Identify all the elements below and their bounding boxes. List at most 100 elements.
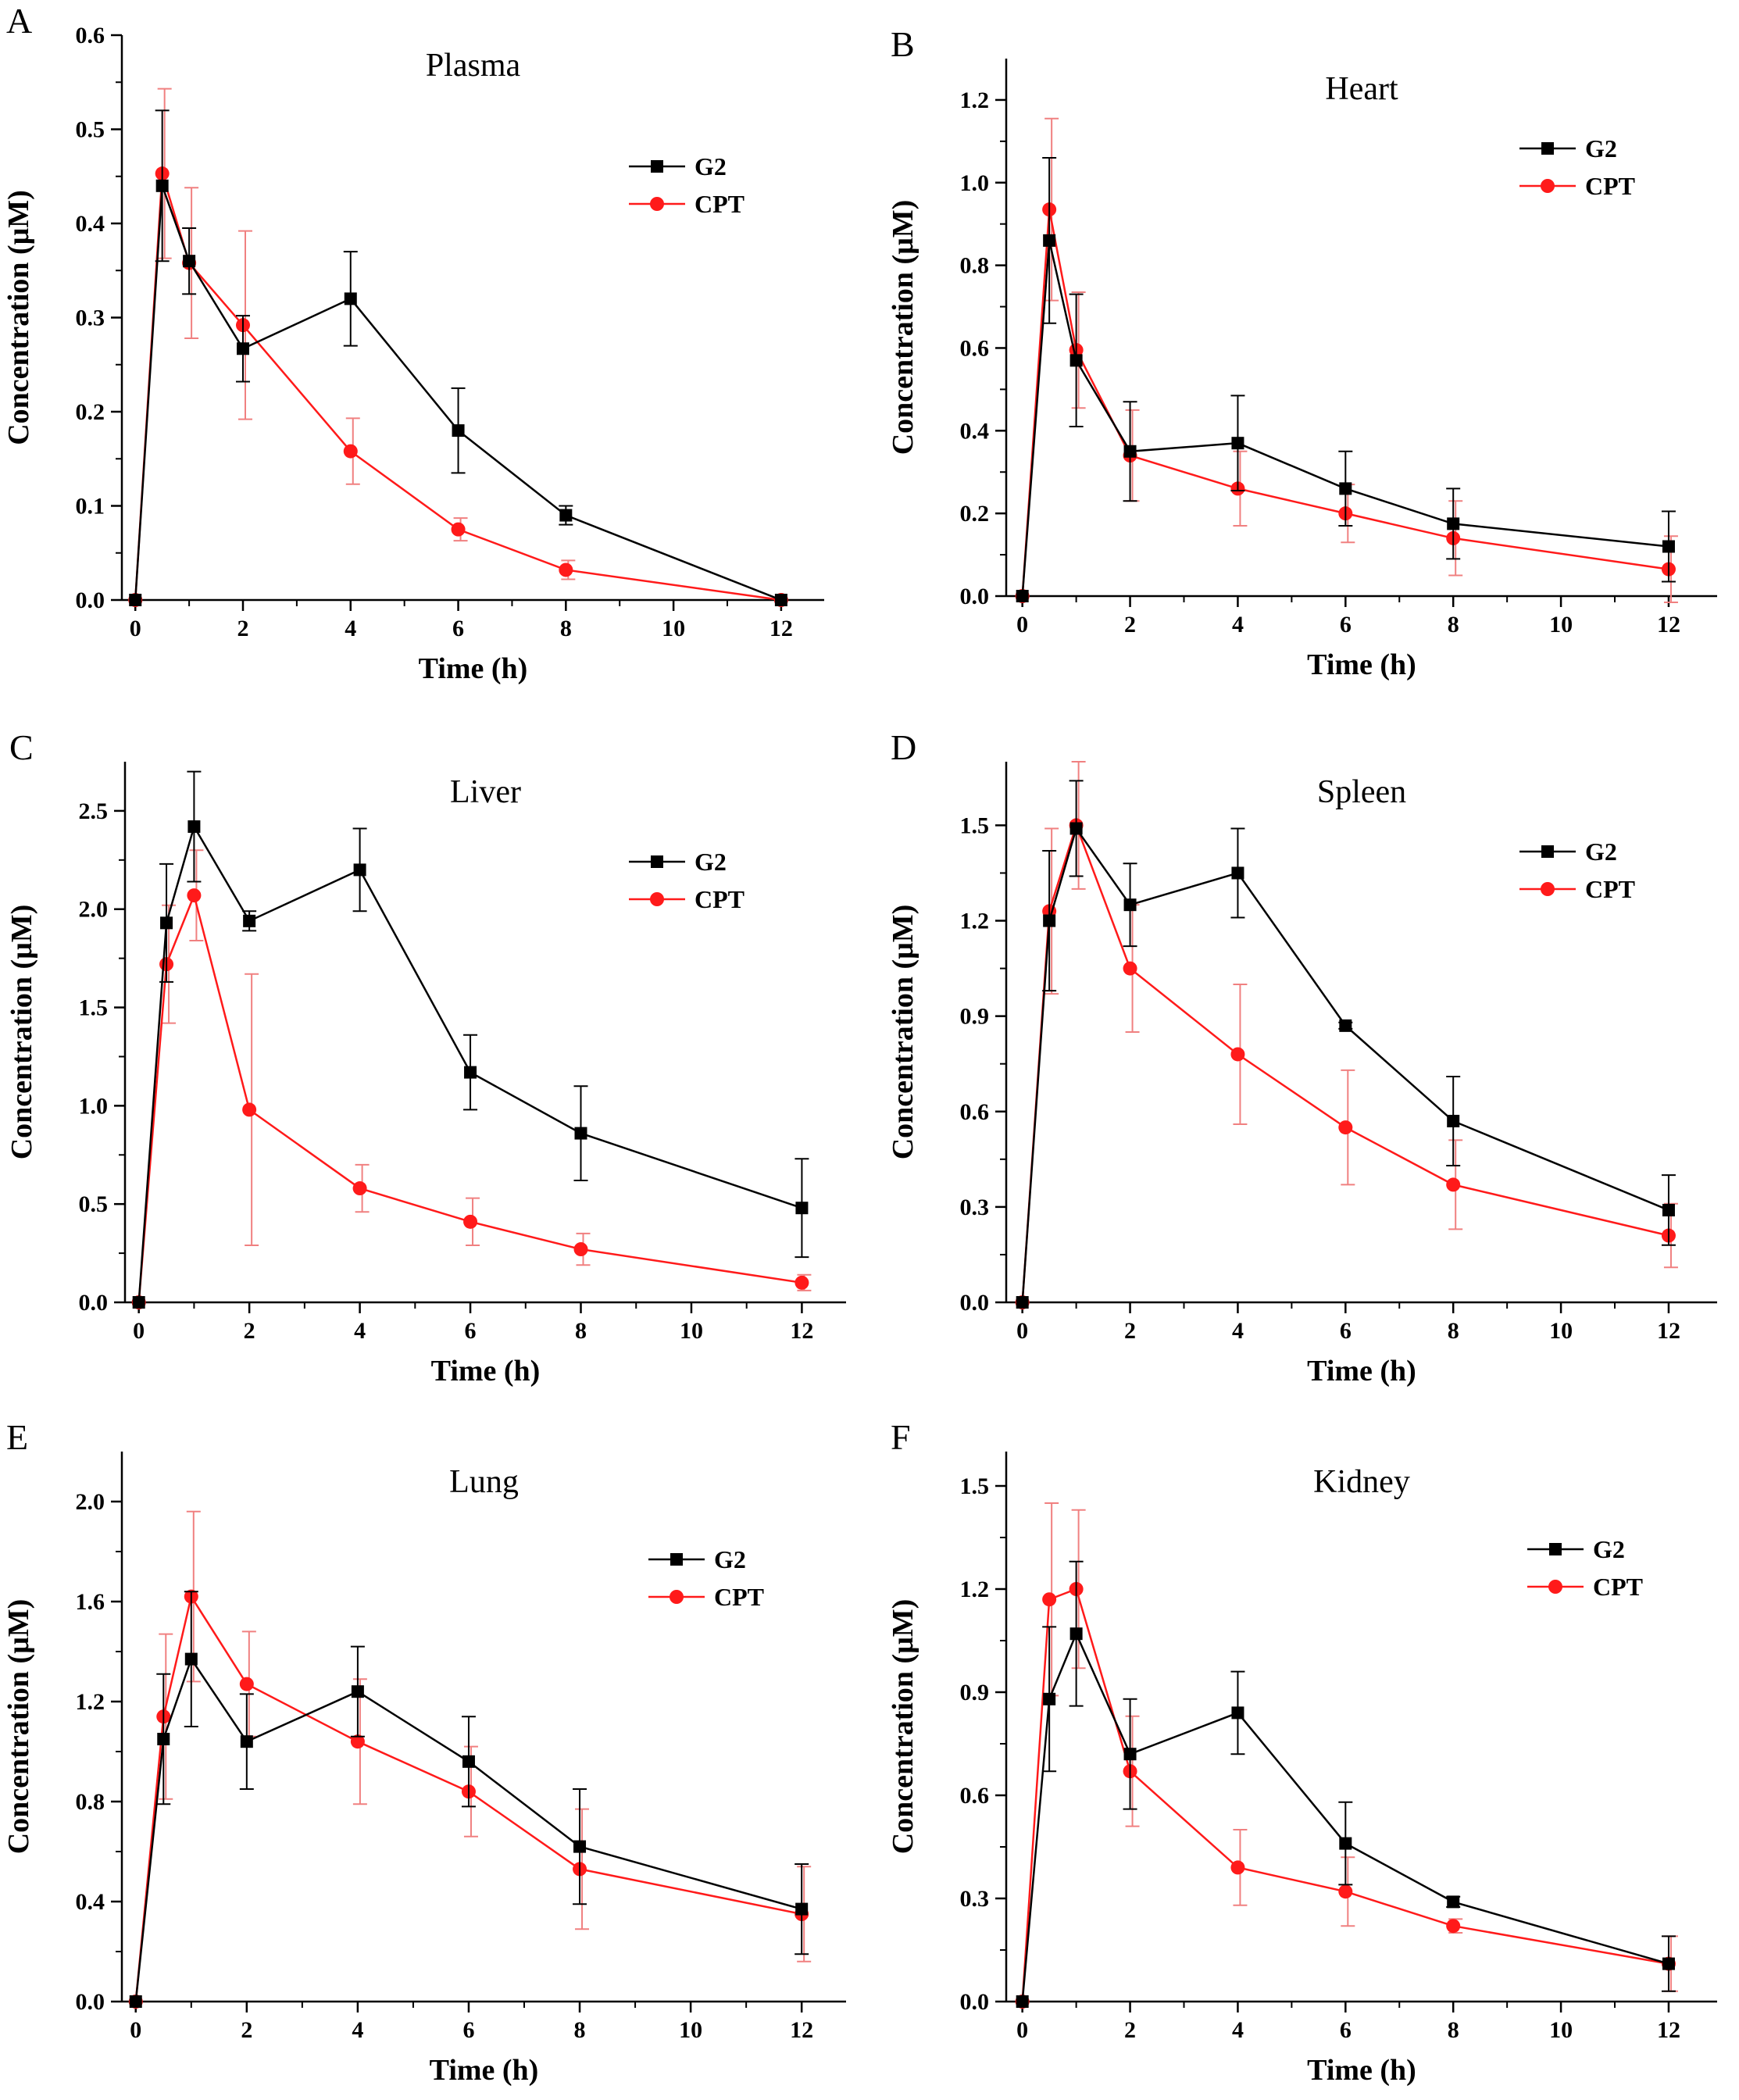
y-tick-label: 2.5 <box>79 798 109 824</box>
x-tick-label: 10 <box>1549 2017 1573 2043</box>
y-tick-label: 0.4 <box>76 1889 105 1915</box>
data-point <box>1447 1895 1460 1909</box>
legend-marker <box>651 855 663 868</box>
data-point <box>1231 437 1244 450</box>
y-tick-label: 0.1 <box>76 494 105 520</box>
data-point <box>1662 540 1675 553</box>
data-point <box>1069 1627 1083 1641</box>
legend-label: CPT <box>1585 875 1635 903</box>
y-tick-label: 1.0 <box>960 170 990 196</box>
data-point <box>1123 1748 1137 1761</box>
legend-label: G2 <box>695 848 727 876</box>
data-point <box>559 562 573 577</box>
data-point <box>573 1242 588 1257</box>
x-tick-label: 12 <box>1657 612 1680 638</box>
legend-marker <box>650 892 664 906</box>
data-point <box>350 1734 365 1749</box>
y-tick-label: 1.2 <box>960 88 990 113</box>
panel-title: Lung <box>449 1464 519 1500</box>
y-tick-label: 1.5 <box>960 812 990 838</box>
x-tick-label: 4 <box>352 2017 363 2043</box>
legend-marker <box>1541 882 1555 896</box>
panel-letter: E <box>6 1417 28 1457</box>
x-axis-label: Time (h) <box>419 652 528 685</box>
data-point <box>240 1735 253 1748</box>
x-tick-label: 10 <box>680 1318 703 1344</box>
x-axis-label: Time (h) <box>430 2054 539 2087</box>
data-point <box>1231 866 1244 880</box>
y-tick-label: 0.8 <box>76 1789 105 1815</box>
x-tick-label: 2 <box>237 616 249 641</box>
panel-title: Spleen <box>1317 774 1406 810</box>
y-tick-label: 1.0 <box>79 1093 109 1119</box>
series-line <box>134 1594 802 2002</box>
data-point <box>237 342 249 355</box>
x-tick-label: 4 <box>1232 2017 1244 2043</box>
legend: G2 CPT <box>1519 134 1635 200</box>
x-tick-label: 0 <box>130 616 141 641</box>
series-line <box>134 185 782 602</box>
x-tick-label: 6 <box>1340 1318 1352 1344</box>
x-tick-label: 12 <box>790 1318 813 1344</box>
x-tick-label: 4 <box>345 616 356 641</box>
x-axis-label: Time (h) <box>1307 648 1416 681</box>
y-tick-label: 0.0 <box>79 1290 109 1316</box>
y-tick-label: 0.6 <box>76 23 105 48</box>
legend-label: G2 <box>1593 1535 1625 1563</box>
data-point <box>1338 1884 1353 1899</box>
y-tick-label: 0.0 <box>76 1989 105 2015</box>
data-point <box>464 1066 477 1079</box>
y-tick-label: 0.9 <box>960 1004 990 1030</box>
y-tick-label: 0.3 <box>960 1886 990 1912</box>
series-g2 <box>132 770 809 1309</box>
y-tick-label: 1.2 <box>960 909 990 934</box>
x-tick-label: 8 <box>574 2017 586 2043</box>
panel-title: Heart <box>1325 71 1398 107</box>
data-point <box>187 820 201 834</box>
x-tick-label: 4 <box>1232 1318 1244 1344</box>
x-tick-label: 10 <box>1549 612 1573 638</box>
series-g2 <box>1016 157 1676 602</box>
data-point <box>463 1214 478 1229</box>
legend-marker <box>651 160 663 173</box>
series-g2 <box>129 109 787 606</box>
y-tick-label: 0.8 <box>960 253 990 279</box>
data-point <box>1339 482 1352 495</box>
series-line <box>1021 826 1669 1303</box>
data-point <box>1123 961 1137 976</box>
data-point <box>1662 1203 1675 1216</box>
y-tick-label: 0.0 <box>76 588 105 613</box>
series-line <box>1021 209 1669 597</box>
x-tick-label: 8 <box>1448 612 1459 638</box>
y-tick-label: 1.5 <box>79 995 109 1021</box>
x-tick-label: 10 <box>662 616 685 641</box>
y-tick-label: 0.9 <box>960 1680 990 1705</box>
data-point <box>129 1995 142 2008</box>
series-cpt <box>128 1510 812 2009</box>
panel-letter: F <box>891 1417 911 1457</box>
data-point <box>452 424 465 438</box>
panel-title: Liver <box>450 774 521 810</box>
x-tick-label: 2 <box>1124 1318 1136 1344</box>
panel-letter: D <box>891 727 916 767</box>
series-line <box>137 823 802 1303</box>
y-tick-label: 0.5 <box>79 1191 109 1217</box>
legend-label: G2 <box>695 152 727 180</box>
data-point <box>352 1181 367 1196</box>
panel-a: A Plasma 0 2 4 6 8 10 12 0.0 0.1 0.2 0.3 0.4 0.5 0.6 Tim… <box>2 1 824 685</box>
x-tick-label: 4 <box>1232 612 1244 638</box>
x-tick-label: 0 <box>1016 1318 1028 1344</box>
y-tick-label: 0.5 <box>76 117 105 143</box>
data-point <box>1069 822 1083 835</box>
y-tick-label: 0.3 <box>76 305 105 331</box>
legend-label: CPT <box>695 885 745 913</box>
y-axis-label: Concentration (μM) <box>887 905 919 1160</box>
data-point <box>187 888 202 903</box>
x-tick-label: 8 <box>575 1318 587 1344</box>
y-tick-label: 0.0 <box>960 584 990 609</box>
data-point <box>1123 445 1137 458</box>
data-point <box>132 1296 145 1309</box>
data-point <box>160 916 173 930</box>
data-point <box>353 863 366 877</box>
data-point <box>243 914 256 927</box>
